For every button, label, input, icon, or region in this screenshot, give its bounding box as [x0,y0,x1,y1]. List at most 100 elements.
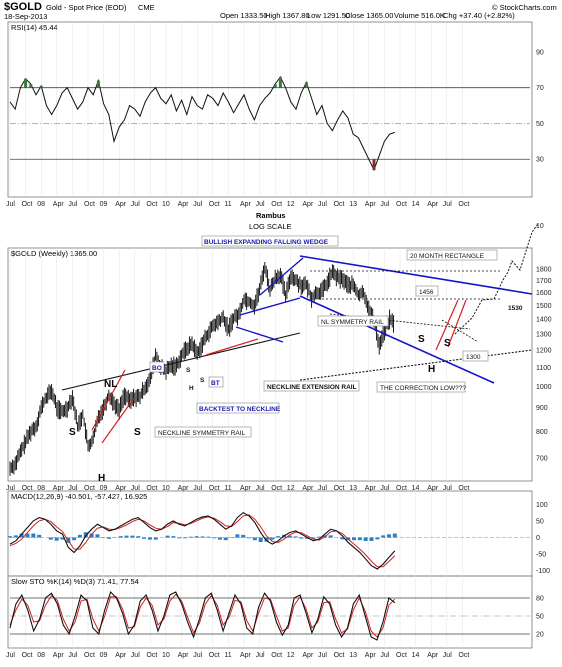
macd-hist-bar [83,532,88,538]
x-tick-price-28: Jul [443,485,452,492]
x-tick-sto-26: 14 [412,652,420,659]
x-tick-sto-13: Oct [209,652,220,659]
price-tick-0: 1800 [536,266,552,273]
macd-hist-bar [60,537,65,540]
macd-hist-bar [305,537,310,539]
rsi-panel [7,21,533,198]
macd-tick-4: -100 [536,568,550,575]
blue-trend-left [239,297,301,316]
x-tick-price-2: 08 [37,485,45,492]
x-tick-sto-28: Jul [443,652,452,659]
x-tick-sto-5: Oct [84,652,95,659]
x-tick-rsi-3: Apr [53,201,65,208]
macd-hist-bar [72,537,77,541]
extra-tick: 10 [536,223,544,230]
price-label: $GOLD (Weekly) 1365.00 [11,249,97,258]
x-tick-sto-12: Jul [193,652,202,659]
date: 18-Sep-2013 [4,12,47,21]
sto-tick-2: 20 [536,632,544,639]
correction-low-label: THE CORRECTION LOW??? [380,385,466,392]
x-tick-rsi-11: Apr [178,201,190,208]
price-tick-11: 700 [536,456,548,463]
x-tick-sto-11: Apr [178,652,190,659]
macd-hist-bar [212,537,217,539]
x-tick-sto-22: 13 [349,652,357,659]
macd-hist-bar [264,537,269,542]
x-tick-rsi-9: Oct [146,201,157,208]
x-tick-price-17: Oct [271,485,282,492]
neckline-extension-label: NECKLINE EXTENSION RAIL [267,384,357,391]
x-tick-price-19: Apr [302,485,314,492]
rsi-label: RSI(14) 45.44 [11,23,58,32]
right-shoulder-label: S [134,427,141,438]
macd-hist-bar [107,537,112,539]
macd-hist-bar [130,535,135,538]
x-tick-rsi-19: Apr [302,201,314,208]
macd-tick-3: -50 [536,552,546,559]
x-tick-price-27: Apr [427,485,439,492]
price-tick-2: 1600 [536,290,552,297]
price-tick-3: 1500 [536,303,552,310]
lower-h: H [428,364,435,375]
x-tick-sto-3: Apr [53,652,65,659]
x-tick-price-8: Jul [131,485,140,492]
red-trend-2 [91,369,126,431]
rectangle-label: 20 MONTH RECTANGLE [410,253,485,260]
x-tick-price-4: Jul [68,485,77,492]
x-tick-price-1: Oct [22,485,33,492]
sto-tick-1: 50 [536,614,544,621]
x-tick-rsi-12: Jul [193,201,202,208]
macd-signal-line [9,514,396,568]
x-tick-rsi-2: 08 [37,201,45,208]
lower-s-2: S [444,338,451,349]
x-tick-rsi-18: 12 [287,201,295,208]
macd-hist-bar [340,537,345,540]
macd-hist-bar [188,536,193,538]
x-tick-rsi-17: Oct [271,201,282,208]
open-value: Open 1333.50 [220,11,268,20]
x-tick-price-13: Oct [209,485,220,492]
x-tick-rsi-0: Jul [6,201,15,208]
macd-hist-bar [206,536,211,538]
macd-hist-bar [223,537,228,541]
macd-hist-bar [311,537,316,539]
macd-hist-bar [229,536,234,538]
x-tick-sto-4: Jul [68,652,77,659]
high-value: High 1367.80 [265,11,310,20]
x-tick-price-6: 09 [100,485,108,492]
x-tick-sto-15: Apr [240,652,252,659]
macd-hist-bar [276,536,281,538]
small-h: H [189,385,194,392]
axes: Jul Oct 08 Apr Jul Oct 09 Apr Jul Oct 10 Apr Jul Oct 1… [6,49,552,659]
macd-hist-bar [177,537,182,539]
sto-label: Slow STO %K(14) %D(3) 71.41, 77.54 [11,577,139,586]
macd-hist-bar [101,537,106,539]
projection-path [454,223,539,335]
small-s-1: S [186,367,191,374]
x-tick-price-15: Apr [240,485,252,492]
x-tick-sto-6: 09 [100,652,108,659]
wedge-label: BULLISH EXPANDING FALLING WEDGE [204,239,329,246]
exchange: CME [138,3,155,12]
x-tick-sto-17: Oct [271,652,282,659]
macd-hist-bar [136,536,141,538]
x-tick-sto-19: Apr [302,652,314,659]
macd-hist-bar [89,533,94,538]
macd-hist-bar [142,537,147,539]
x-tick-rsi-7: Apr [115,201,127,208]
macd-hist-bar [235,534,240,538]
level-1300: 1300 [466,354,481,361]
red-trend-3 [101,397,135,444]
x-tick-rsi-21: Oct [334,201,345,208]
x-tick-price-11: Apr [178,485,190,492]
macd-hist-bar [270,537,275,540]
low-value: Low 1291.50 [307,11,350,20]
x-tick-rsi-6: 09 [100,201,108,208]
rsi-tick-2: 50 [536,121,544,128]
x-tick-price-10: 10 [162,485,170,492]
price-panel [7,247,533,482]
macd-hist-bar [165,535,170,538]
x-tick-price-18: 12 [287,485,295,492]
x-tick-sto-21: Oct [334,652,345,659]
